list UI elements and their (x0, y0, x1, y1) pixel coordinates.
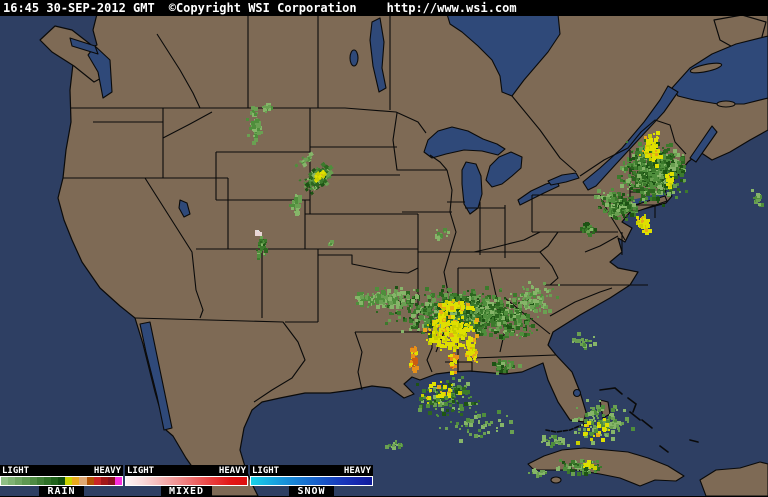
rain-label: RAIN (39, 486, 84, 497)
hudson-bay (446, 13, 561, 97)
strait-of-georgia (69, 37, 99, 55)
radar-cell-west-virginia-cluster (580, 222, 597, 237)
radar-cell-nebraska-dot (328, 240, 334, 246)
radar-cell-newengland-yellow-2 (636, 214, 652, 235)
snow-color-scale (250, 476, 373, 486)
radar-cell-georgia-carolina (509, 281, 560, 319)
website-url-text: http://www.wsi.com (386, 1, 517, 15)
radar-cell-canada-prairie-2 (262, 103, 273, 113)
legend-rain: LIGHT HEAVY RAIN (0, 465, 123, 497)
island-chains (545, 387, 699, 453)
great-salt-lake (178, 199, 191, 218)
florida-keys (545, 423, 585, 433)
radar-cell-cuba-west (528, 468, 547, 478)
ontario-quebec-border (511, 95, 577, 173)
gulf-of-st-lawrence (671, 35, 768, 105)
mixed-color-scale (125, 476, 248, 486)
mixed-light-label: LIGHT (127, 465, 155, 476)
radar-cell-florida-panhandle-specks (492, 359, 522, 375)
gulf-of-california (139, 321, 173, 431)
radar-cell-maritimes (751, 189, 764, 207)
lake-superior (423, 126, 506, 159)
mixed-label: MIXED (160, 486, 213, 497)
prince-edward-island (716, 100, 736, 108)
radar-cell-gulf-tail-yellow (421, 381, 462, 404)
radar-cell-dakotas-yellow (313, 169, 328, 184)
radar-cell-gulf-far (439, 410, 514, 443)
radar-echoes (246, 103, 764, 478)
lake-huron (485, 151, 523, 188)
radar-cell-montana-specks (294, 151, 314, 168)
lake-ontario (547, 172, 580, 186)
radar-cell-canada-prairie (246, 106, 263, 145)
mexico-border (134, 317, 306, 403)
radar-cell-florida-offshore (572, 332, 597, 350)
bc-alberta-border (156, 33, 201, 109)
anticosti-island (689, 62, 723, 74)
turks-caicos (689, 439, 699, 443)
intensity-legend: LIGHT HEAVY RAIN LIGHT HEAVY MIXED LIGHT… (0, 465, 376, 497)
legend-snow: LIGHT HEAVY SNOW (250, 465, 373, 497)
copyright-text: ©Copyright WSI Corporation (168, 1, 357, 15)
radar-cell-newengland-yellow-1 (639, 131, 663, 168)
hispaniola (699, 461, 768, 496)
radar-cell-newengland-yellow-3 (665, 172, 674, 189)
long-island-bahamas (641, 419, 653, 429)
radar-cell-alabama-yellow-south (465, 337, 478, 363)
radar-cell-louisiana-coast-orange (409, 346, 419, 373)
isla-juventud (550, 476, 562, 484)
radar-cell-florida-straits (541, 435, 570, 448)
lake-okeechobee (572, 388, 582, 398)
st-lawrence-river (582, 85, 679, 191)
radar-cell-colorado-pale (255, 230, 262, 236)
radar-cell-dakotas-tail (289, 194, 302, 216)
radar-cell-southeast-yellow-north (438, 299, 474, 316)
radar-cell-colorado (256, 236, 268, 260)
rain-heavy-label: HEAVY (93, 465, 121, 476)
timestamp-text: 16:45 30-SEP-2012 GMT (3, 1, 155, 15)
radar-cell-southeast-broad-2 (440, 296, 538, 341)
ragged-chain (659, 445, 669, 453)
radar-cell-gulf-sw-specks (385, 440, 403, 450)
radar-cell-newengland-core (617, 139, 688, 207)
lake-erie (517, 180, 560, 206)
radar-cell-mississippi-coast-orange (448, 349, 459, 375)
small-lake (349, 49, 359, 67)
title-bar: 16:45 30-SEP-2012 GMT ©Copyright WSI Cor… (0, 0, 768, 16)
eleuthera-chain (627, 397, 637, 413)
water-features (69, 13, 768, 431)
puget-sound (87, 45, 113, 99)
radar-cell-newengland-west (598, 192, 647, 221)
rain-light-label: LIGHT (2, 465, 30, 476)
radar-cell-ozarks (355, 287, 415, 309)
snow-light-label: LIGHT (252, 465, 280, 476)
lake-michigan (461, 161, 483, 215)
islands (527, 62, 768, 496)
snow-label: SNOW (289, 486, 334, 497)
radar-cell-bahamas-yellow (576, 418, 610, 445)
legend-mixed: LIGHT HEAVY MIXED (125, 465, 248, 497)
abaco-chain (599, 387, 623, 395)
canada-us-border-east (579, 119, 687, 177)
exuma-chain (629, 411, 641, 421)
rain-color-scale (0, 476, 123, 486)
lake-winnipeg (369, 17, 387, 93)
radar-cell-midwest-specks (435, 228, 450, 241)
mixed-heavy-label: HEAVY (218, 465, 246, 476)
radar-cell-cuba-yellow (583, 460, 597, 470)
snow-heavy-label: HEAVY (343, 465, 371, 476)
bay-of-fundy (689, 125, 718, 163)
